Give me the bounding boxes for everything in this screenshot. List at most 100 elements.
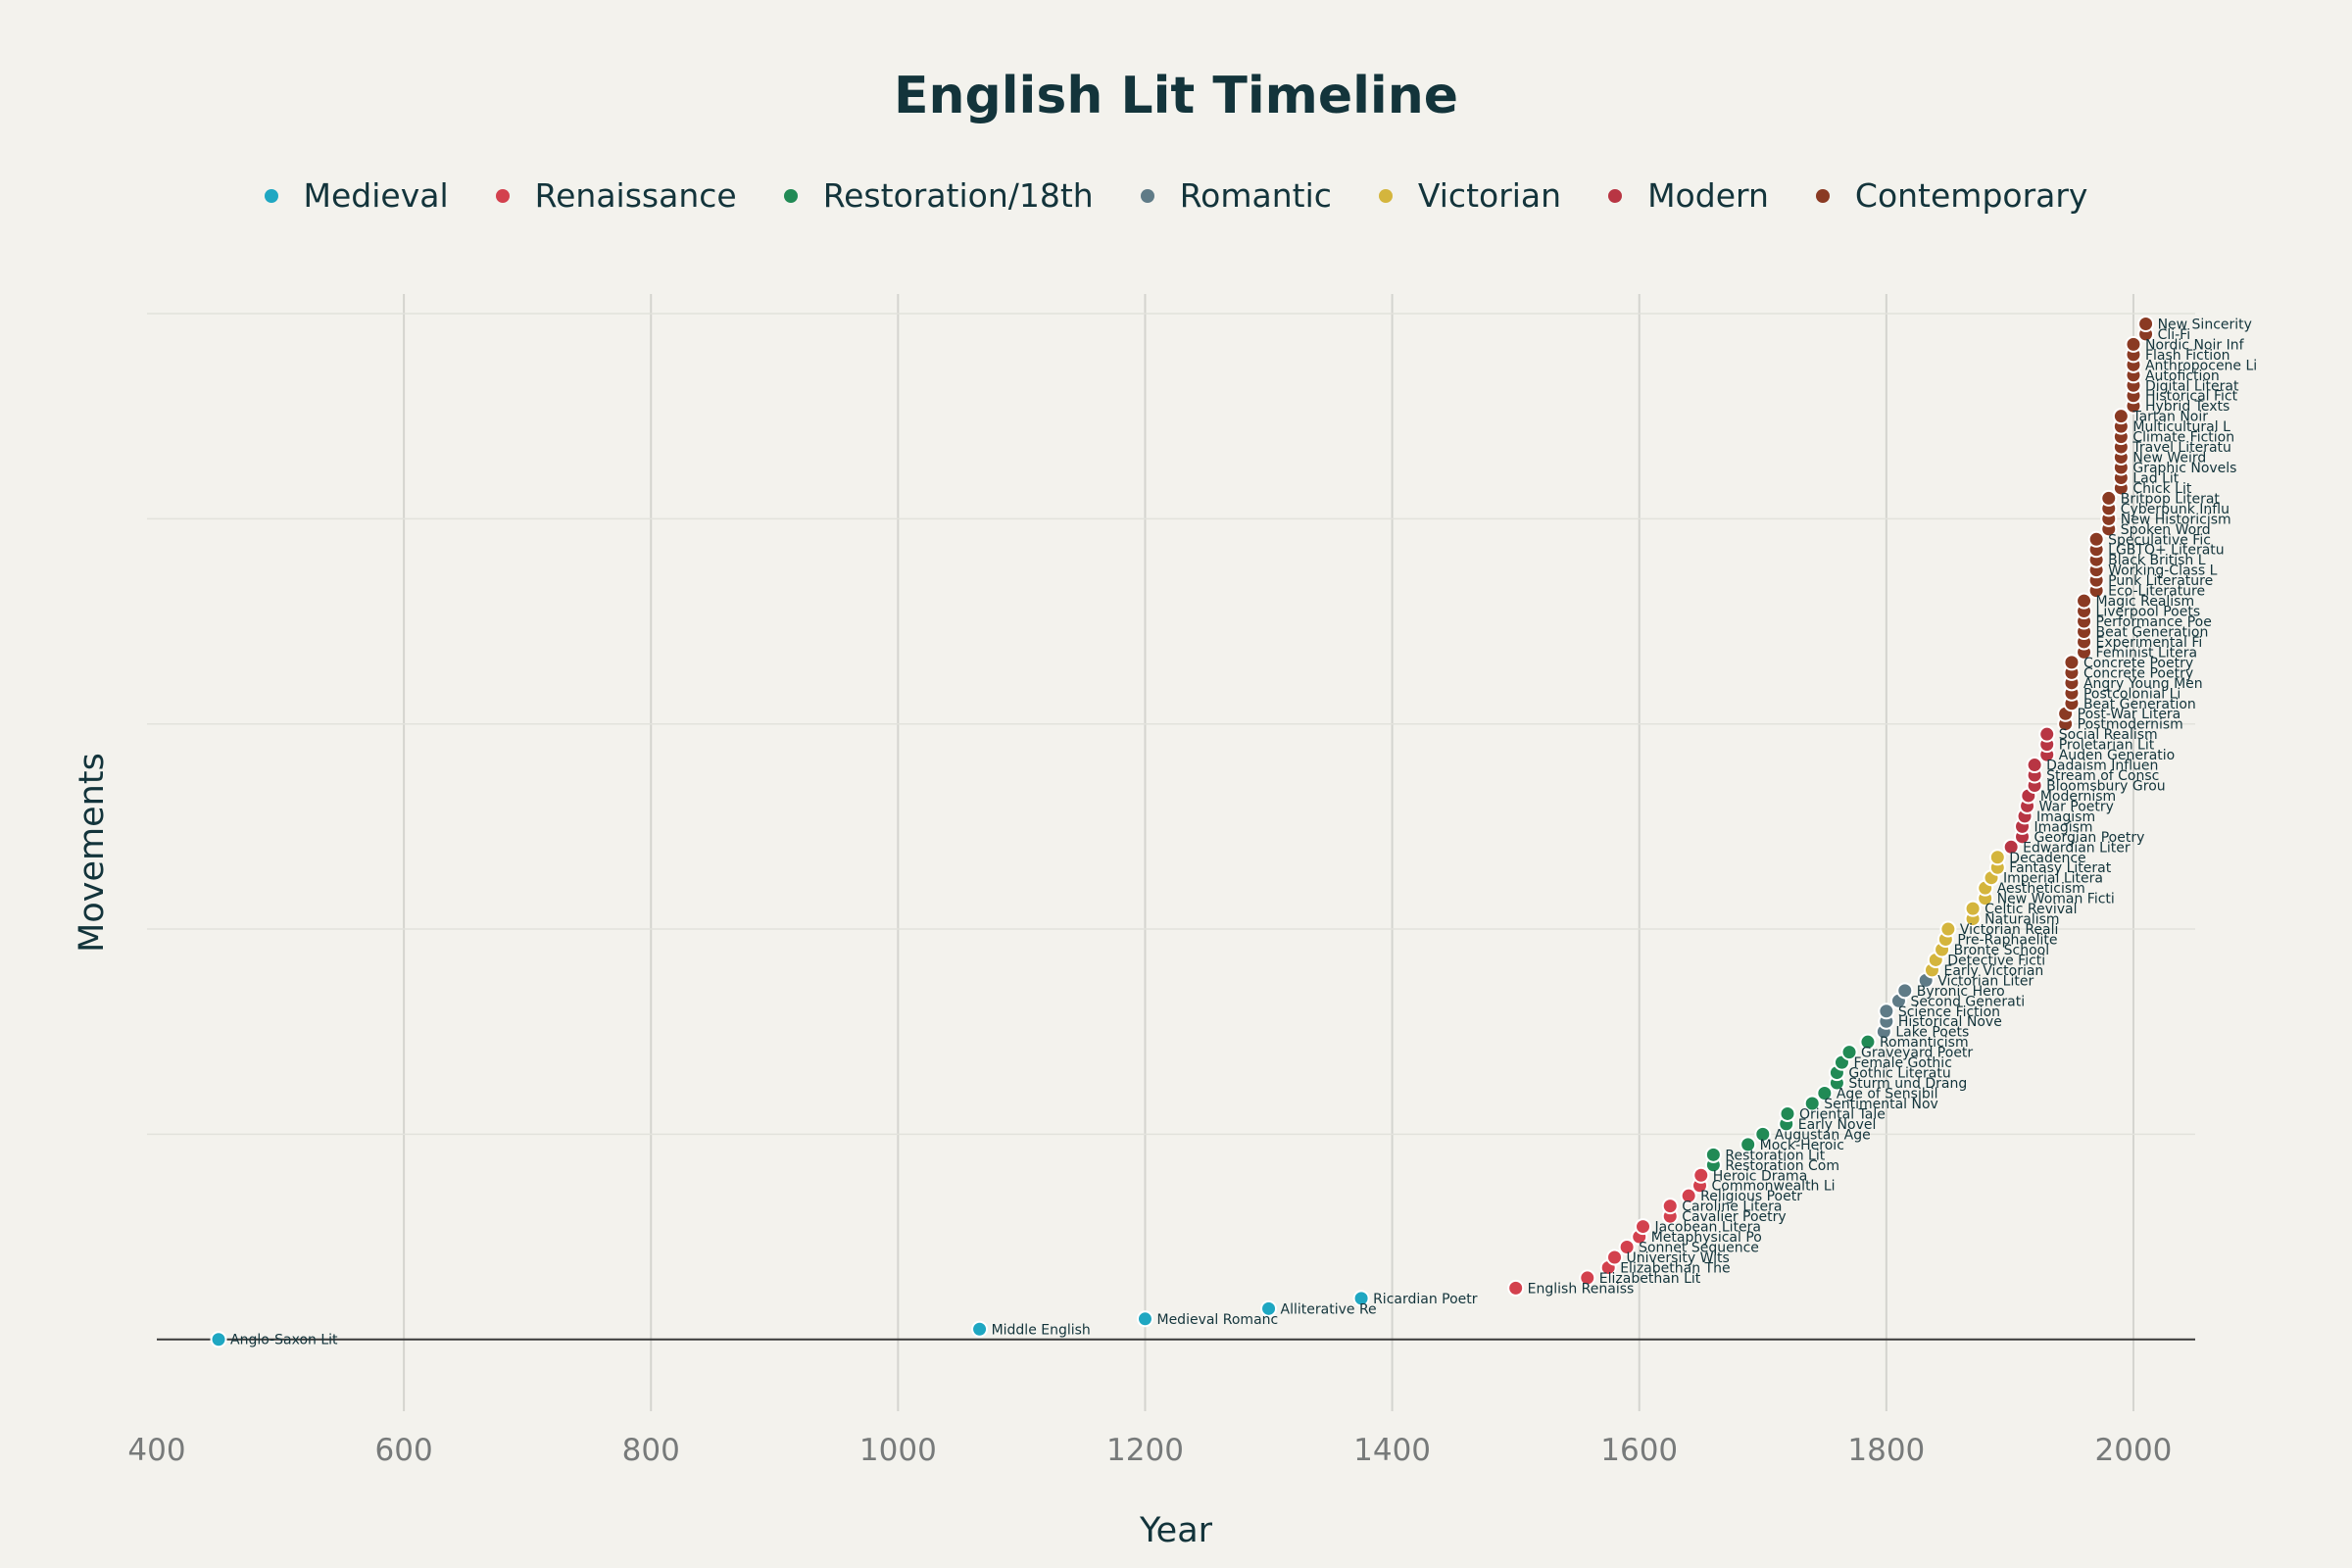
data-label: Climate Fiction: [2132, 430, 2234, 446]
data-labels: Anglo-Saxon Lit Middle English Medieval Ro…: [230, 317, 2257, 1348]
data-label: Autofiction: [2145, 368, 2220, 384]
x-tick-label: 600: [375, 1433, 433, 1468]
legend-item[interactable]: Renaissance: [495, 176, 737, 215]
data-label: Angry Young Men: [2083, 676, 2203, 692]
legend-label: Restoration/18th: [822, 176, 1094, 215]
legend-item[interactable]: Restoration/18th: [783, 176, 1094, 215]
data-label: Sturm und Drang: [1848, 1076, 1967, 1092]
data-label: Elizabethan Lit: [1599, 1271, 1701, 1287]
data-label: Anthropocene Li: [2145, 358, 2257, 373]
data-point: [1260, 1299, 1278, 1317]
data-label: Naturalism: [1984, 912, 2059, 928]
data-label: Georgian Poetry: [2034, 830, 2145, 846]
data-point: [1352, 1290, 1370, 1307]
data-point: [2087, 530, 2105, 548]
legend-marker-icon: [1140, 188, 1154, 203]
data-label: Multicultural L: [2132, 419, 2230, 435]
data-point: [1816, 1085, 1834, 1102]
data-point: [1803, 1095, 1821, 1112]
data-label: Mock-Heroic: [1760, 1138, 1844, 1153]
data-point: [1618, 1239, 1636, 1256]
legend-item[interactable]: Modern: [1608, 176, 1769, 215]
data-label: Imagism: [2036, 809, 2095, 825]
data-point: [1988, 849, 2006, 866]
data-label: Age of Sensibil: [1837, 1087, 1938, 1102]
data-label: Medieval Romanc: [1156, 1312, 1278, 1328]
data-label: Restoration Lit: [1725, 1148, 1825, 1163]
data-label: Imagism: [2034, 819, 2093, 835]
data-label: Cli-Fi: [2158, 327, 2191, 343]
data-label: Travel Literatu: [2132, 440, 2231, 456]
data-label: University Wits: [1627, 1250, 1730, 1266]
data-label: Jacobean Litera: [1654, 1220, 1762, 1236]
data-label: Alliterative Re: [1281, 1301, 1377, 1317]
data-label: Gothic Literatu: [1848, 1066, 1950, 1082]
data-label: Early Victorian: [1943, 963, 2043, 979]
chart-legend: Medieval Renaissance Restoration/18th Roman…: [0, 176, 2352, 215]
data-label: Black British L: [2108, 553, 2206, 568]
data-label: Punk Literature: [2108, 573, 2213, 589]
data-point: [1964, 900, 1982, 917]
data-label: Graphic Novels: [2132, 461, 2236, 476]
legend-label: Contemporary: [1854, 176, 2088, 215]
legend-item[interactable]: Romantic: [1140, 176, 1332, 215]
x-tick-label: 1600: [1600, 1433, 1678, 1468]
legend-item[interactable]: Victorian: [1378, 176, 1562, 215]
legend-item[interactable]: Contemporary: [1815, 176, 2088, 215]
data-label: Augustan Age: [1775, 1127, 1871, 1143]
data-label: Byronic Hero: [1917, 984, 2005, 1000]
data-label: Edwardian Liter: [2023, 840, 2131, 856]
legend-label: Renaissance: [534, 176, 737, 215]
data-label: Britpop Literat: [2121, 491, 2221, 507]
data-label: Magic Realism: [2096, 594, 2195, 610]
data-label: Concrete Poetry: [2083, 665, 2193, 681]
data-label: Lad Lit: [2132, 470, 2179, 486]
data-label: Working-Class L: [2108, 564, 2217, 579]
legend-label: Modern: [1647, 176, 1769, 215]
data-label: Spoken Word: [2121, 522, 2211, 538]
data-label: Beat Generation: [2083, 697, 2196, 712]
data-label: Heroic Drama: [1713, 1168, 1808, 1184]
data-label: War Poetry: [2039, 799, 2114, 814]
data-label: Female Gothic: [1853, 1055, 1951, 1071]
data-label: Restoration Com: [1725, 1158, 1839, 1174]
legend-label: Victorian: [1417, 176, 1562, 215]
data-label: Stream of Consc: [2046, 768, 2159, 784]
data-label: Second Generati: [1910, 994, 2025, 1009]
data-point: [2076, 592, 2093, 610]
data-label: Hybrid Texts: [2145, 399, 2230, 415]
data-label: Cyberpunk Influ: [2121, 502, 2230, 517]
data-label: Anglo-Saxon Lit: [230, 1333, 338, 1348]
data-label: Fantasy Literat: [2009, 860, 2111, 876]
data-label: Feminist Litera: [2096, 645, 2198, 661]
data-label: New Sincerity: [2158, 317, 2252, 332]
data-label: Detective Ficti: [1947, 953, 2045, 968]
data-label: Romanticism: [1880, 1035, 1969, 1051]
data-label: Flash Fiction: [2145, 348, 2230, 364]
data-label: Nordic Noir Inf: [2145, 337, 2245, 353]
data-label: Metaphysical Po: [1651, 1230, 1762, 1246]
legend-item[interactable]: Medieval: [264, 176, 449, 215]
data-label: Experimental Fi: [2096, 635, 2203, 651]
data-label: LGBTQ+ Literatu: [2108, 543, 2225, 559]
data-label: Bloomsbury Grou: [2046, 778, 2166, 794]
data-label: Caroline Litera: [1682, 1200, 1782, 1215]
data-label: Imperial Litera: [2003, 871, 2103, 887]
data-label: Cavalier Poetry: [1682, 1209, 1786, 1225]
data-label: Elizabethan The: [1620, 1260, 1730, 1276]
data-point: [1680, 1187, 1697, 1204]
data-label: Beat Generation: [2096, 624, 2209, 640]
data-label: Victorian Liter: [1937, 973, 2034, 989]
data-label: Early Novel: [1798, 1117, 1877, 1133]
data-label: Concrete Poetry: [2083, 656, 2193, 671]
data-label: Graveyard Poetr: [1861, 1046, 1973, 1061]
data-label: Decadence: [2009, 851, 2085, 866]
x-tick-label: 1800: [1847, 1433, 1925, 1468]
data-label: Eco-Literature: [2108, 584, 2205, 600]
data-point: [2125, 335, 2142, 353]
data-label: Auden Generatio: [2059, 748, 2176, 763]
data-point: [2026, 757, 2043, 774]
data-label: Digital Literat: [2145, 378, 2239, 394]
data-label: Historical Fict: [2145, 389, 2238, 405]
